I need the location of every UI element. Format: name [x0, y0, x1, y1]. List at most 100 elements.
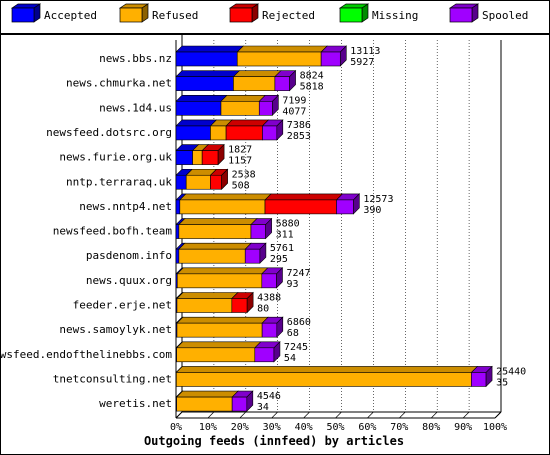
bar-segment-top [176, 316, 269, 324]
bar-segment-accepted [175, 199, 181, 215]
value-label-bottom: 68 [287, 328, 299, 339]
bar-segment-refused [233, 76, 276, 91]
value-label-top: 5880 [276, 219, 300, 230]
tick-mark [335, 411, 342, 419]
bar-segment-top [232, 70, 282, 77]
bar-segment-top [178, 218, 258, 225]
bar-segment-accepted [175, 174, 187, 190]
tick-mark [430, 411, 438, 419]
x-tick-label: 70% [390, 422, 408, 433]
value-label-top: 7386 [287, 120, 311, 131]
legend-swatch [119, 7, 143, 23]
bar-row [175, 291, 254, 314]
bar-row [175, 341, 281, 363]
x-tick-label: 80% [422, 422, 440, 433]
bar-end-face [353, 193, 360, 215]
category-label: newsfeed.bofh.team [53, 225, 173, 238]
category-label: tnetconsulting.net [53, 372, 172, 385]
bar-row [175, 316, 284, 338]
tick-mark [462, 411, 470, 419]
bar-segment-refused [220, 101, 260, 116]
category-label: newsfeed.endofthelinebbs.com [0, 348, 172, 361]
value-label-bottom: 93 [286, 279, 298, 290]
bar-row [175, 94, 280, 117]
value-label-bottom: 54 [284, 353, 296, 364]
bar-segment-rejected [231, 298, 248, 313]
value-label-bottom: 35 [496, 377, 508, 388]
bar-segment-refused [210, 125, 227, 141]
value-label-top: 12573 [363, 194, 393, 205]
x-tick-label: 0% [170, 422, 182, 433]
bar-segment-accepted [175, 248, 180, 264]
value-label-bottom: 508 [232, 180, 250, 191]
value-label-top: 4546 [257, 391, 281, 402]
bars [175, 45, 493, 412]
bar-segment-accepted [175, 76, 234, 91]
bar-end-face [485, 365, 493, 388]
legend-swatch [229, 7, 253, 23]
x-tick-label: 100% [483, 422, 507, 433]
x-axis-ticks: 0% 10% 20% 30% 40% 50% 60% 70% 80% 90% 100% [170, 422, 507, 433]
category-label: news.bbs.nz [99, 52, 172, 65]
bar-end-face [246, 390, 254, 412]
bar-segment-spooled [231, 396, 248, 412]
bar-segment-top [264, 193, 344, 201]
bar-row [175, 193, 361, 215]
legend-item-refused: Refused [118, 3, 198, 23]
bar-segment-top [175, 341, 262, 349]
bar-segment-spooled [254, 347, 275, 363]
bar-segment-refused [176, 372, 472, 387]
category-label: weretis.net [99, 397, 172, 410]
tick-mark [271, 411, 278, 419]
bar-segment-rejected [225, 125, 263, 141]
bar-segment-refused [176, 347, 256, 363]
bar-segment-top [179, 193, 272, 201]
bar-end-face [339, 45, 347, 67]
bar-segment-spooled [250, 224, 266, 239]
bar-segment-accepted [175, 150, 193, 165]
bar-segment-spooled [244, 248, 261, 264]
bar-segment-refused [236, 51, 322, 67]
bar-segment-top [175, 95, 228, 102]
bar-end-face [276, 316, 284, 338]
bar-segment-top [225, 119, 270, 127]
value-label-top: 5761 [270, 243, 294, 254]
category-labels: news.bbs.nz news.chmurka.net news.1d4.us ne… [0, 52, 172, 410]
bar-end-face [276, 119, 284, 141]
category-label: pasdenom.info [86, 249, 172, 262]
bar-segment-top [176, 267, 269, 275]
value-label-bottom: 80 [257, 304, 269, 315]
bar-segment-spooled [320, 51, 341, 67]
category-label: news.quux.org [86, 274, 172, 287]
bar-segment-accepted [175, 125, 211, 141]
bar-row [175, 365, 493, 388]
value-label-bottom: 295 [270, 254, 288, 265]
bar-end-face [265, 217, 272, 240]
legend-swatch [339, 7, 363, 23]
legend-swatch [11, 7, 35, 23]
bar-segment-spooled [261, 273, 277, 289]
bar-segment-top [175, 119, 218, 127]
bar-end-face [276, 267, 283, 289]
legend-label: Rejected [262, 9, 315, 22]
bar-row [175, 45, 348, 67]
bar-segment-refused [192, 150, 203, 165]
x-tick-label: 60% [358, 422, 376, 433]
value-label-top: 1827 [228, 145, 252, 156]
x-tick-label: 90% [454, 422, 472, 433]
value-label-top: 8824 [300, 71, 324, 82]
bar-row [175, 143, 225, 166]
category-label: newsfeed.dotsrc.org [46, 126, 172, 139]
x-tick-label: 10% [199, 422, 217, 433]
x-tick-label: 30% [263, 422, 281, 433]
value-label-top: 2538 [232, 169, 256, 180]
bar-segment-top [175, 366, 479, 373]
value-label-top: 7245 [284, 342, 308, 353]
bar-segment-spooled [274, 76, 290, 91]
bar-end-face [217, 143, 225, 166]
x-tick-label: 50% [326, 422, 344, 433]
category-label: news.samoylyk.net [59, 323, 172, 336]
bar-segment-refused [179, 199, 266, 215]
category-label: news.1d4.us [99, 101, 172, 114]
value-label-bottom: 311 [276, 230, 294, 241]
